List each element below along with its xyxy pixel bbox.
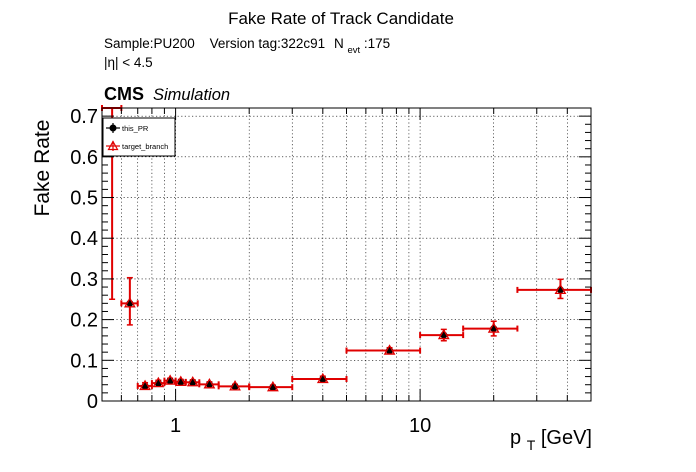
legend-this-pr-label: this_PR — [122, 124, 149, 133]
y-tick-label: 0.5 — [70, 188, 98, 210]
y-tick-label: 0 — [87, 391, 98, 413]
target-branch-marker — [554, 283, 567, 295]
target-branch-marker — [139, 379, 151, 391]
legend-target-branch-marker — [107, 140, 119, 151]
y-tick-label: 0.4 — [70, 228, 98, 250]
y-tick-label: 0.7 — [70, 106, 98, 128]
legend: this_PR target_branch — [102, 117, 176, 157]
axes — [101, 107, 592, 402]
y-tick-label: 0.3 — [70, 269, 98, 291]
data-point — [184, 375, 201, 387]
data-point — [136, 379, 153, 391]
data-point — [198, 377, 220, 389]
data-point — [248, 380, 294, 392]
cms-label-bold: CMS — [104, 84, 144, 104]
x-axis-label-unit: [GeV] — [541, 427, 592, 449]
data-point — [217, 380, 251, 391]
subtitle-nevt-value: :175 — [364, 36, 390, 51]
chart-subtitle: Sample:PU200 Version tag:322c91 N evt :1… — [104, 36, 390, 56]
target-branch-marker — [229, 380, 241, 391]
chart-title: Fake Rate of Track Candidate — [228, 9, 454, 28]
cms-label: CMS Simulation — [104, 84, 230, 104]
target-branch-marker — [203, 377, 216, 389]
target-branch-marker — [266, 380, 279, 392]
x-tick-label: 10 — [409, 415, 431, 437]
subtitle-sample: Sample:PU200 — [104, 36, 195, 51]
target-branch-marker — [383, 344, 396, 355]
y-axis-label: Fake Rate — [31, 120, 54, 217]
data-point — [345, 344, 422, 355]
legend-target-branch-label: target_branch — [122, 142, 168, 151]
subtitle-nevt: N — [334, 36, 344, 51]
tick-labels: 0 0.1 0.2 0.3 0.4 0.5 0.6 0.7 1 10 — [70, 106, 431, 437]
data-point — [419, 328, 465, 342]
data-point — [120, 276, 139, 326]
x-axis-label-main: p — [510, 427, 521, 449]
selection-label: |η| < 4.5 — [104, 55, 153, 70]
plot-frame — [101, 107, 592, 402]
legend-entry-target-branch: target_branch — [106, 140, 168, 151]
target-branch-marker — [186, 375, 199, 387]
target-branch-marker — [164, 374, 177, 385]
data-point — [291, 372, 348, 384]
legend-this-pr-marker — [109, 124, 117, 132]
x-tick-label: 1 — [170, 415, 181, 437]
target-branch-marker — [123, 297, 136, 308]
y-tick-label: 0.2 — [70, 310, 98, 332]
target-branch-marker — [437, 328, 450, 340]
legend-entry-this-pr: this_PR — [106, 123, 149, 133]
target-branch-marker — [487, 322, 500, 333]
x-axis-label: p T [GeV] — [510, 427, 592, 455]
cms-label-simulation: Simulation — [153, 86, 230, 104]
data-point — [462, 320, 519, 337]
y-tick-label: 0.6 — [70, 147, 98, 169]
subtitle-nevt-subscript: evt — [347, 45, 360, 56]
target-branch-marker — [174, 375, 187, 387]
target-branch-marker — [316, 372, 329, 384]
grid-lines — [101, 108, 592, 401]
y-tick-label: 0.1 — [70, 350, 98, 372]
x-axis-label-subscript: T — [527, 437, 536, 453]
target-branch-marker — [152, 376, 165, 388]
subtitle-version: Version tag:322c91 — [210, 36, 326, 51]
